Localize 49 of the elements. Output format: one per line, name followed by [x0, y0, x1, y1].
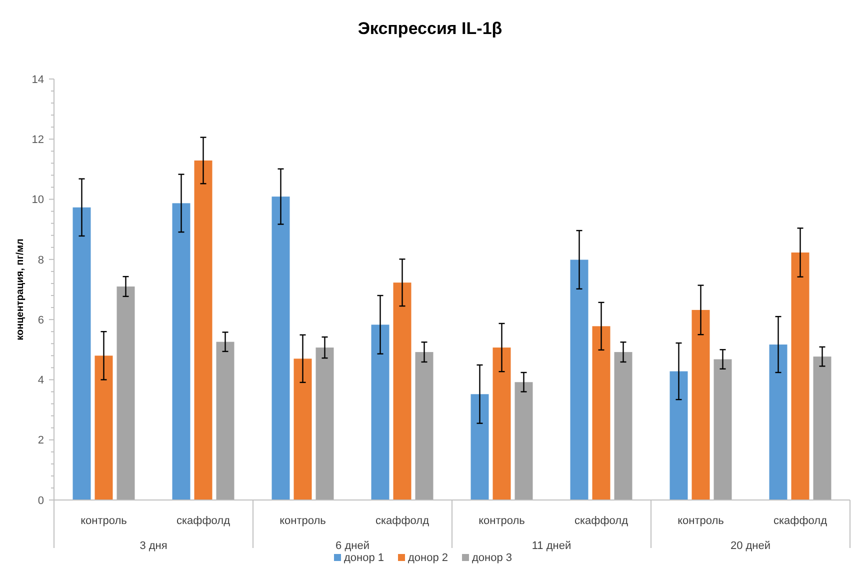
x-tick-label: скаффолд — [574, 515, 629, 527]
text: 3 дня — [140, 540, 168, 552]
x-tick-label: контроль — [478, 515, 526, 527]
y-tick-label: 8 — [38, 254, 44, 266]
bar — [393, 282, 412, 500]
bar — [714, 359, 732, 500]
bar — [670, 371, 688, 500]
y-tick-label: 10 — [32, 194, 44, 206]
y-tick-label: 14 — [32, 74, 44, 86]
y-tick-label: 0 — [38, 494, 44, 507]
legend-label: донор 3 — [472, 552, 512, 564]
bar — [492, 348, 511, 500]
x-tick-label: контроль — [280, 515, 326, 527]
x-tick-label: скаффолд — [376, 515, 430, 527]
bar — [272, 196, 290, 500]
bar — [194, 160, 212, 500]
x-tick-label: скаффолд — [774, 515, 828, 527]
y-tick-label: 6 — [38, 314, 44, 326]
bar — [216, 342, 234, 500]
bar — [570, 260, 588, 500]
bar — [692, 310, 710, 500]
bar — [769, 344, 788, 500]
x-tick-label: контроль — [678, 515, 724, 527]
x-tick-label: контроль — [80, 515, 128, 527]
bar — [813, 356, 832, 500]
y-tick-label: 2 — [38, 434, 44, 447]
y-tick-label: 12 — [32, 134, 44, 146]
bar — [514, 382, 533, 500]
text: 20 дней — [730, 540, 771, 552]
bar — [294, 358, 312, 500]
text: 6 дней — [336, 540, 370, 552]
bar — [592, 326, 610, 500]
legend-label: донор 2 — [408, 552, 448, 564]
bar — [94, 356, 113, 500]
x-tick-label: скаффолд — [176, 515, 231, 527]
bar — [415, 352, 434, 500]
bar — [470, 394, 489, 500]
y-tick-label: 4 — [38, 374, 44, 387]
bar — [316, 348, 334, 500]
text: 11 дней — [532, 540, 572, 552]
bar — [791, 252, 810, 500]
bar — [172, 203, 190, 500]
legend-label: донор 1 — [344, 552, 384, 564]
bar — [614, 352, 632, 500]
chart-title: Экспрессия IL-1β — [358, 19, 502, 38]
y-axis-title: концентрация, пг/мл — [15, 238, 26, 340]
bar — [371, 324, 390, 500]
bar — [116, 286, 135, 500]
bar — [72, 207, 91, 500]
